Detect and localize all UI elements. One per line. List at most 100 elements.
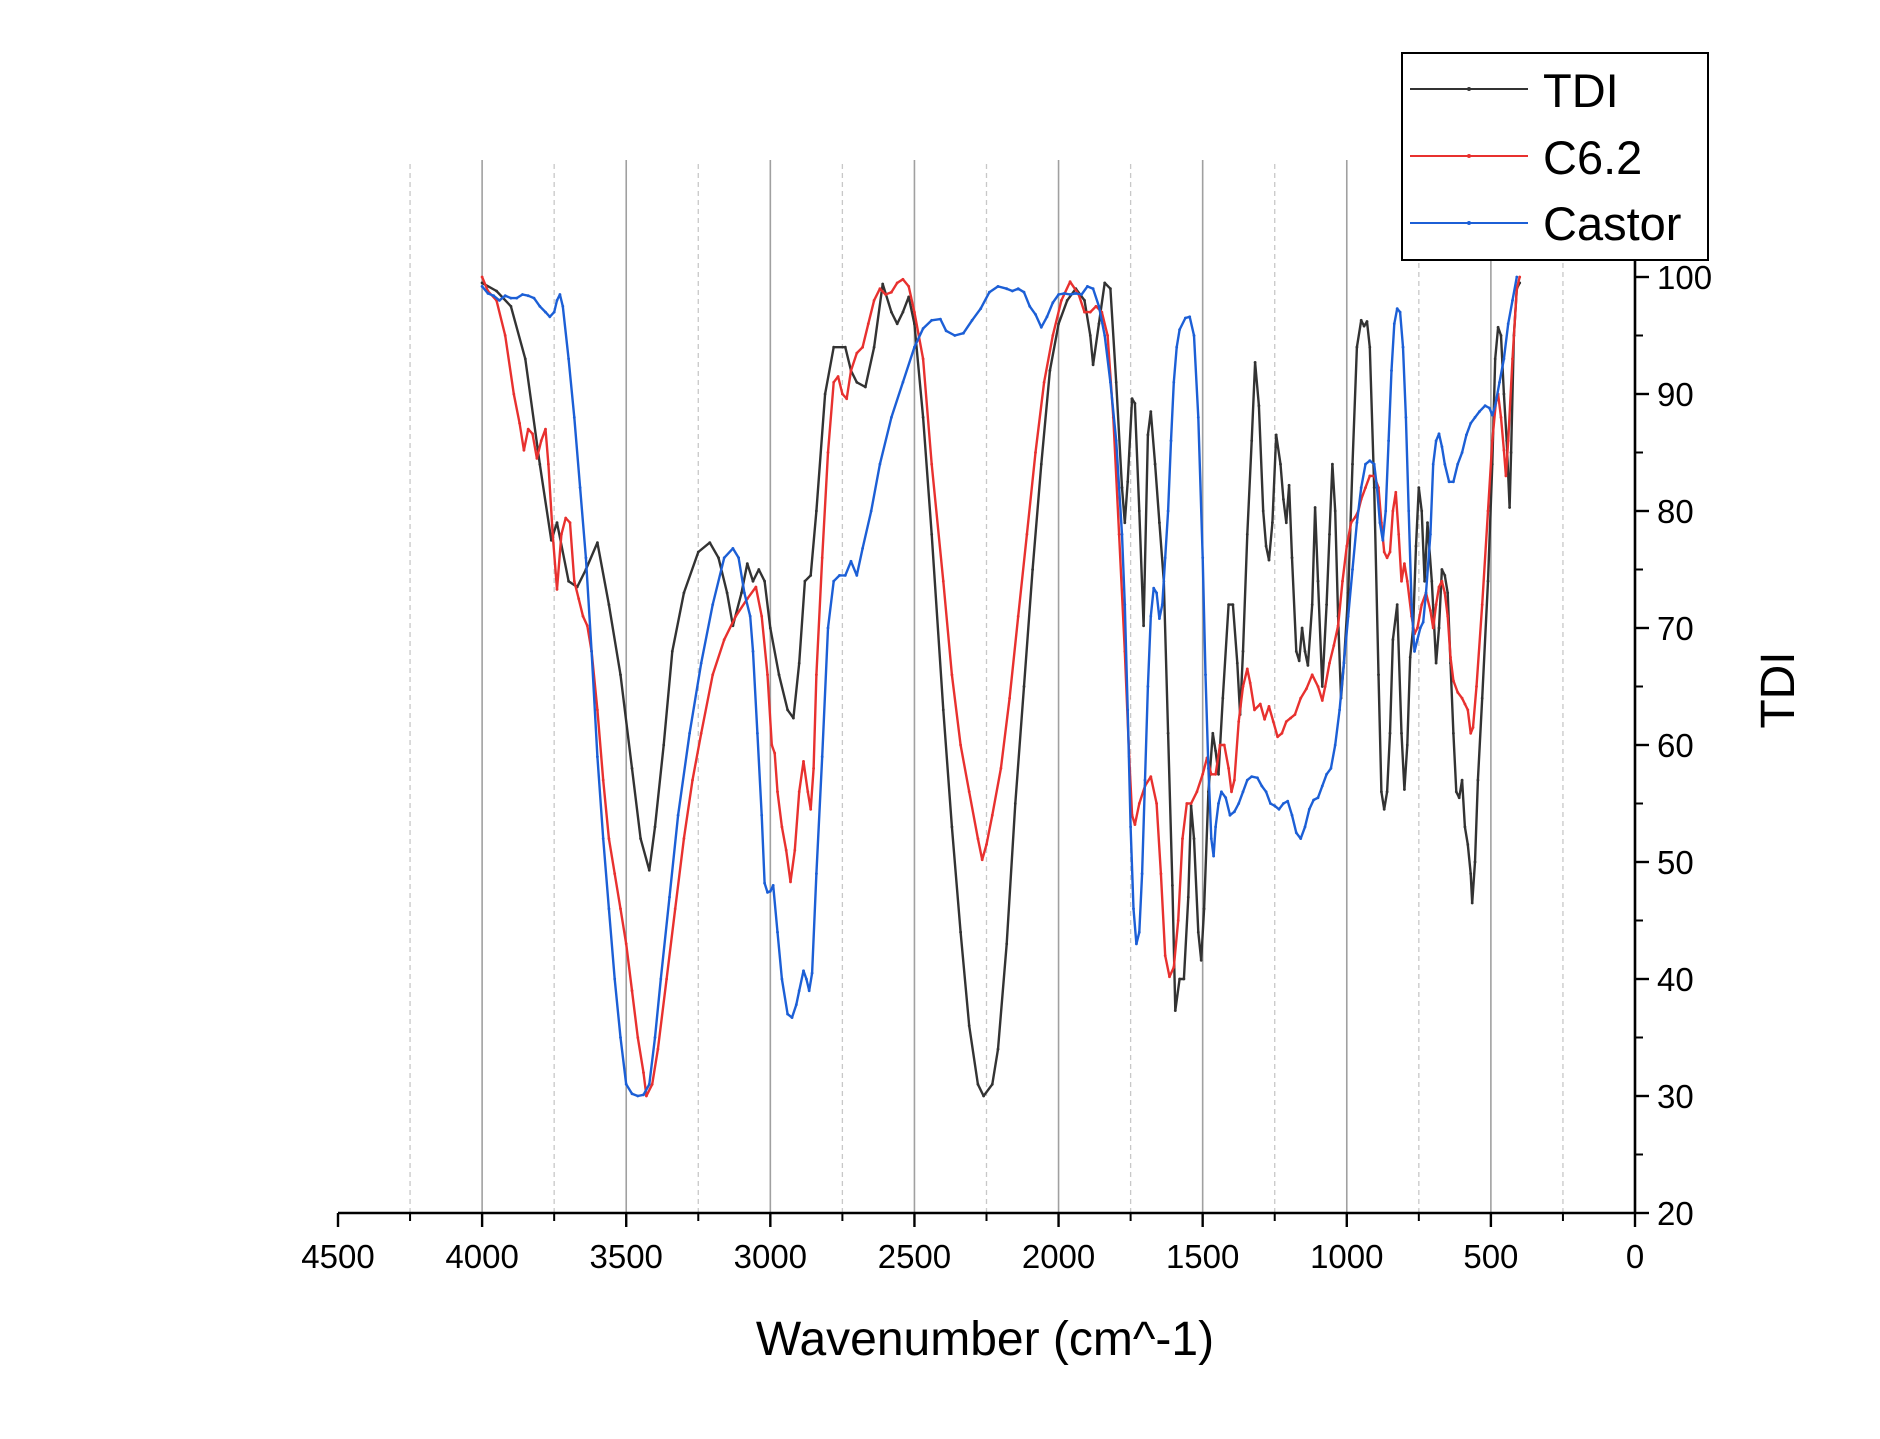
data-point: [1416, 626, 1419, 630]
data-point: [1480, 696, 1484, 700]
data-point: [1328, 661, 1331, 665]
data-point: [890, 290, 893, 294]
data-point: [1518, 275, 1522, 279]
data-point: [1408, 655, 1412, 659]
data-point: [797, 989, 801, 993]
data-point: [1178, 977, 1181, 981]
data-point: [639, 837, 642, 840]
data-point: [1307, 807, 1311, 811]
series-layer: [480, 275, 1522, 1098]
data-point: [890, 416, 893, 419]
data-point: [1515, 287, 1519, 291]
data-point: [1452, 731, 1455, 735]
data-point: [1446, 591, 1450, 595]
data-point: [884, 293, 887, 296]
data-point: [872, 345, 876, 349]
data-point: [544, 427, 547, 431]
data-point: [1320, 685, 1324, 688]
data-point: [1025, 533, 1029, 536]
data-point: [895, 281, 899, 285]
data-point: [1385, 790, 1389, 794]
data-point: [1303, 825, 1307, 829]
data-point: [1201, 772, 1205, 776]
data-point: [1424, 591, 1428, 595]
data-point: [737, 556, 740, 560]
data-point: [1237, 720, 1241, 723]
data-point: [1008, 696, 1011, 700]
grid-layer: [409, 160, 1564, 1213]
data-point: [1152, 586, 1156, 590]
data-point: [1351, 462, 1354, 466]
data-point: [1245, 533, 1249, 536]
data-point: [768, 626, 772, 630]
data-point: [538, 462, 542, 466]
data-point: [1359, 486, 1363, 489]
data-point: [1080, 293, 1083, 296]
data-point: [1117, 533, 1121, 536]
data-point: [990, 813, 994, 817]
data-point: [647, 1082, 651, 1086]
legend-label-tdi: TDI: [1543, 64, 1619, 117]
data-point: [1440, 568, 1444, 571]
data-point: [1331, 462, 1334, 466]
data-point: [1286, 799, 1290, 803]
series-line-2: [480, 275, 1519, 1098]
data-point: [1227, 603, 1230, 606]
data-point: [1395, 603, 1399, 606]
data-point: [552, 310, 556, 314]
data-point: [770, 743, 774, 747]
data-point: [1493, 357, 1497, 361]
data-point: [763, 579, 766, 583]
data-point: [1449, 655, 1452, 659]
data-point: [1034, 451, 1037, 454]
data-point: [869, 509, 873, 513]
data-point: [668, 895, 671, 899]
data-point: [1248, 681, 1252, 685]
data-point: [1184, 316, 1187, 320]
data-point: [1506, 439, 1510, 443]
data-point: [1228, 813, 1232, 817]
data-point: [1028, 304, 1032, 308]
data-point: [1227, 767, 1230, 770]
data-point: [760, 614, 764, 618]
data-point: [1290, 556, 1294, 560]
data-point: [1400, 731, 1403, 735]
data-point: [498, 299, 501, 302]
data-point: [1192, 334, 1196, 337]
data-point: [1509, 451, 1513, 454]
data-point: [688, 731, 691, 735]
data-point: [1074, 292, 1078, 295]
x-tick-label-3000: 3000: [734, 1238, 807, 1275]
data-point: [950, 673, 954, 677]
data-point: [754, 585, 758, 589]
data-point: [802, 969, 805, 973]
data-point: [1097, 304, 1101, 308]
data-point: [1329, 767, 1333, 770]
data-point: [881, 282, 885, 286]
axis-layer: 4500 4000 3500 3000 2500 2000 1500 1000 500 0 20 30…: [301, 142, 1712, 1275]
data-point: [1051, 301, 1055, 305]
data-point: [780, 825, 784, 829]
data-point: [907, 295, 911, 299]
data-point: [1290, 813, 1294, 817]
data-point: [1378, 521, 1382, 525]
data-point: [515, 296, 519, 300]
x-tick-label-1000: 1000: [1310, 1238, 1383, 1275]
data-point: [1426, 521, 1429, 525]
data-point: [1233, 810, 1236, 814]
data-point: [1463, 825, 1467, 829]
legend-marker-castor: [1467, 221, 1471, 225]
data-point: [1299, 696, 1303, 700]
data-point: [1452, 480, 1455, 484]
data-point: [789, 880, 792, 884]
data-point: [1260, 784, 1264, 788]
data-point: [930, 533, 934, 536]
data-point: [1310, 603, 1314, 606]
data-point: [776, 790, 779, 794]
data-point: [1431, 462, 1435, 466]
data-point: [1502, 392, 1506, 396]
data-point: [1349, 521, 1353, 525]
data-point: [619, 1036, 622, 1039]
data-point: [696, 550, 700, 554]
data-point: [930, 318, 934, 322]
